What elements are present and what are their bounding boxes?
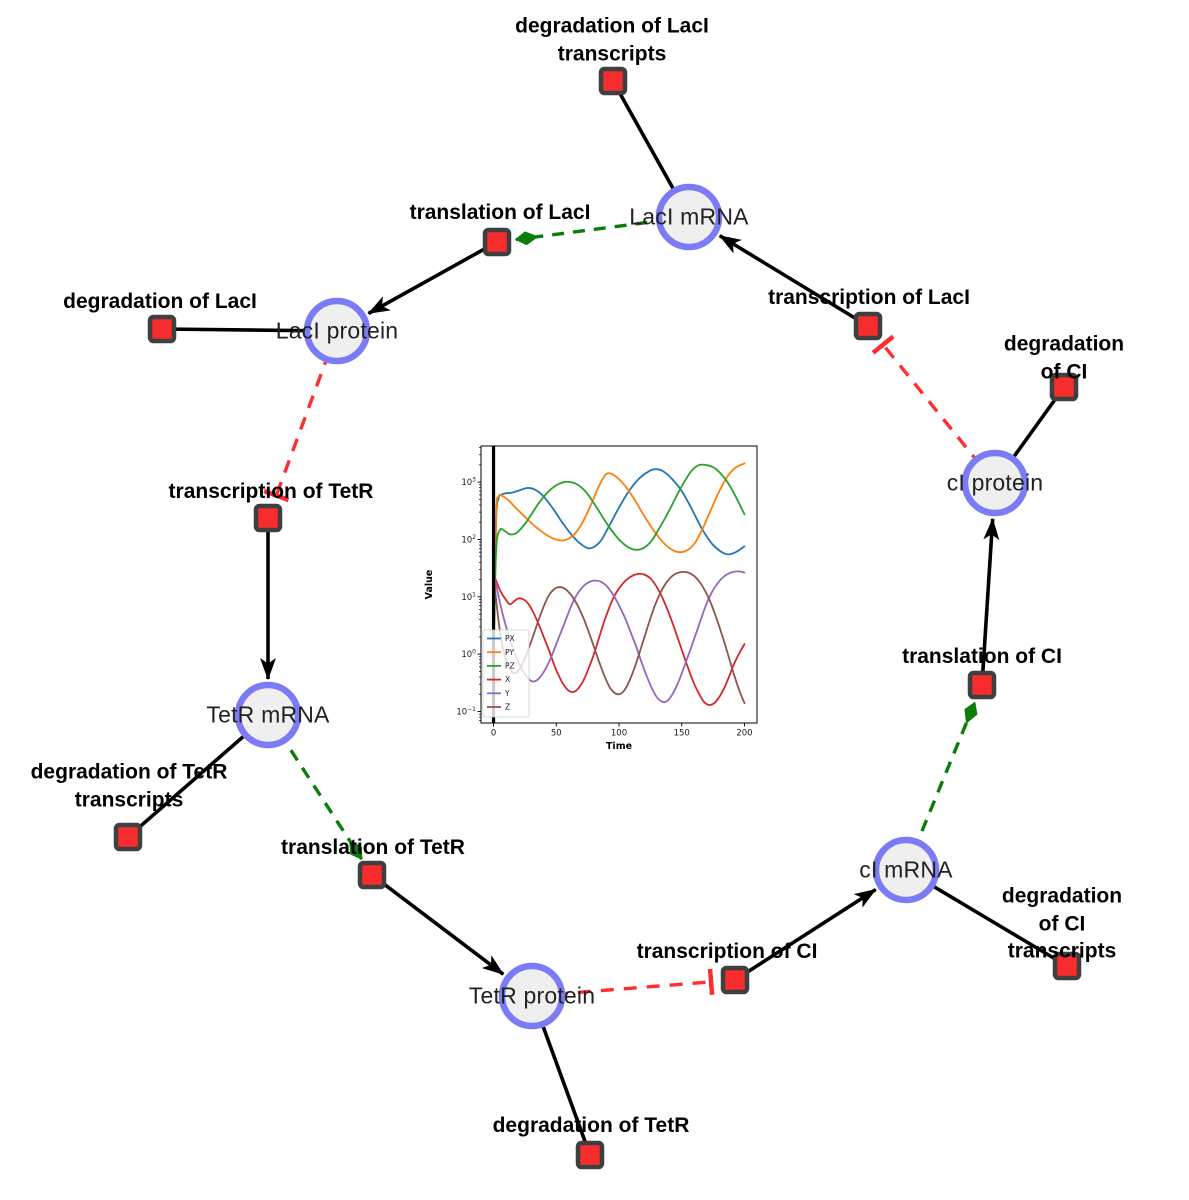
reaction-node-deg-ci-tx[interactable]: [1052, 951, 1082, 981]
reaction-node-tx-ci[interactable]: [720, 965, 750, 995]
x-axis-label: Time: [606, 741, 632, 752]
reaction-node-deg-tetr[interactable]: [575, 1140, 605, 1170]
svg-text:50: 50: [551, 729, 562, 739]
legend-entry-z: Z: [505, 703, 510, 712]
reaction-node-deg-tetr-tx[interactable]: [113, 822, 143, 852]
species-node-laci-protein[interactable]: [303, 297, 371, 365]
legend-entry-y: Y: [504, 689, 510, 698]
series-x-line: [492, 572, 746, 706]
edge-transl-laci-to-laci-protein: [367, 240, 498, 316]
series-z-line: [492, 570, 746, 704]
edge-tx-laci-to-laci-mrna: [718, 234, 869, 328]
species-node-ci-mrna[interactable]: [872, 836, 940, 904]
reaction-node-transl-laci[interactable]: [482, 227, 512, 257]
reaction-node-tx-laci[interactable]: [853, 311, 883, 341]
species-node-tetr-protein[interactable]: [498, 962, 566, 1030]
legend-entry-px: PX: [505, 634, 515, 643]
legend-entry-x: X: [505, 675, 510, 684]
svg-text:103: 103: [461, 477, 476, 489]
time-course-inset-chart: 0 50 100 150 200 10−1 100 101 102 103 Time Value PX P…: [415, 436, 767, 758]
svg-text:10−1: 10−1: [456, 706, 476, 718]
svg-text:100: 100: [461, 649, 476, 661]
series-y-line: [492, 570, 746, 703]
svg-text:150: 150: [674, 729, 690, 739]
reaction-node-deg-ci[interactable]: [1049, 372, 1079, 402]
edge-tx-ci-to-ci-mrna: [734, 887, 877, 982]
svg-text:100: 100: [611, 729, 627, 739]
reaction-node-transl-ci[interactable]: [967, 670, 997, 700]
svg-text:0: 0: [491, 729, 496, 739]
svg-text:102: 102: [461, 534, 476, 546]
chart-plot-area: [491, 446, 746, 723]
edge-transl-tetr-to-tetr-protein: [370, 873, 505, 976]
svg-text:101: 101: [461, 591, 476, 603]
series-pz-line: [492, 463, 746, 661]
legend-entry-pz: PZ: [505, 662, 515, 671]
species-node-laci-mrna[interactable]: [655, 183, 723, 251]
chart-ticks: 0 50 100 150 200 10−1 100 101 102 103: [456, 447, 753, 739]
y-axis-label: Value: [424, 570, 435, 600]
reaction-node-deg-laci-tx[interactable]: [598, 66, 628, 96]
edge-transl-ci-to-ci-protein: [980, 517, 1000, 686]
reaction-node-tx-tetr[interactable]: [253, 503, 283, 533]
series-py-line: [492, 462, 746, 661]
species-node-tetr-mrna[interactable]: [234, 681, 302, 749]
chart-legend: PX PY PZ XYZ: [482, 629, 530, 718]
species-node-ci-protein[interactable]: [961, 449, 1029, 517]
series-px-line: [492, 468, 746, 661]
svg-text:200: 200: [736, 729, 752, 739]
inset-chart-svg: 0 50 100 150 20010−1100101102103TimeValuePXP…: [424, 445, 758, 752]
legend-entry-py: PY: [505, 648, 514, 657]
reaction-node-transl-tetr[interactable]: [357, 860, 387, 890]
reaction-node-deg-laci[interactable]: [147, 314, 177, 344]
